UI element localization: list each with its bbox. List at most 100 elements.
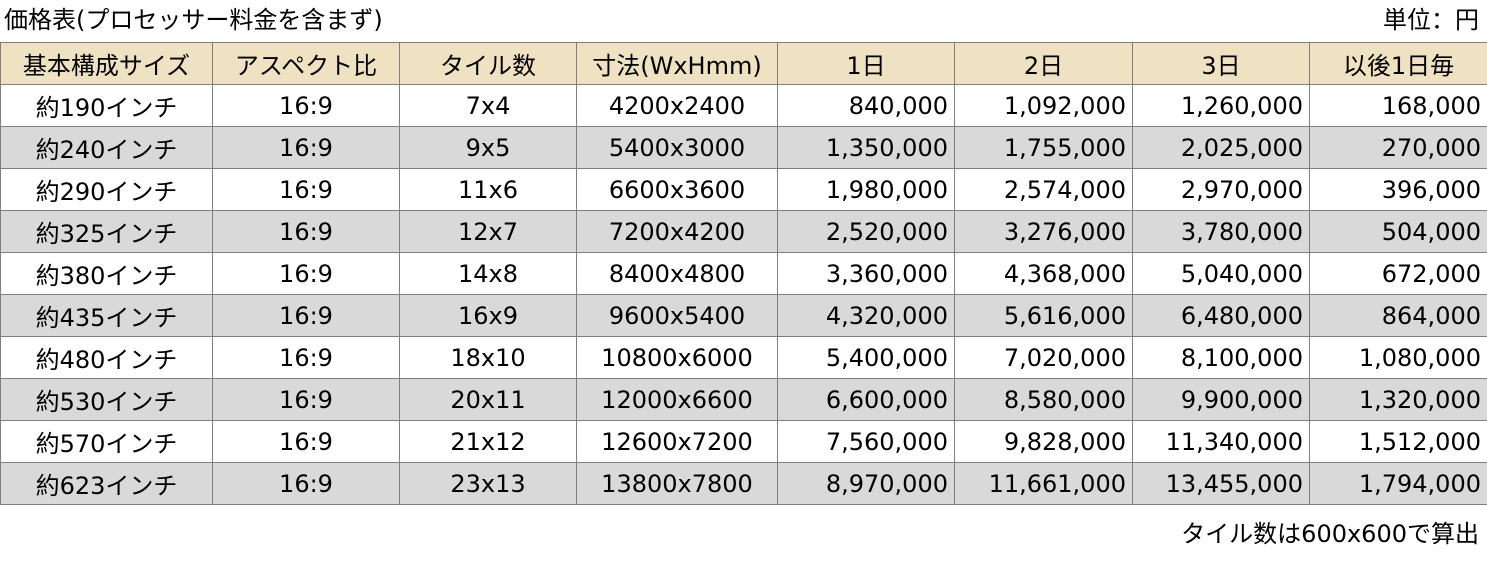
table-row: 約435インチ 16:9 16x9 9600x5400 4,320,000 5,616,0…: [0, 294, 1487, 337]
cell-tiles: 12x7: [399, 210, 577, 253]
cell-dimensions: 12000x6600: [576, 378, 778, 421]
table-row: 約570インチ 16:9 21x12 12600x7200 7,560,000 9,828…: [0, 420, 1487, 463]
cell-dimensions: 4200x2400: [576, 84, 778, 127]
header-day2: 2日: [954, 42, 1133, 85]
cell-dimensions: 10800x6000: [576, 336, 778, 379]
cell-day2: 1,092,000: [954, 84, 1133, 127]
cell-day3: 9,900,000: [1132, 378, 1310, 421]
table-row: 約380インチ 16:9 14x8 8400x4800 3,360,000 4,368,0…: [0, 252, 1487, 295]
cell-tiles: 11x6: [399, 168, 577, 211]
cell-day2: 11,661,000: [954, 462, 1133, 505]
cell-aspect: 16:9: [212, 378, 400, 421]
table-row: 約240インチ 16:9 9x5 5400x3000 1,350,000 1,755,00…: [0, 126, 1487, 169]
header-size: 基本構成サイズ: [0, 42, 213, 85]
table-row: 約325インチ 16:9 12x7 7200x4200 2,520,000 3,276,0…: [0, 210, 1487, 253]
cell-day2: 4,368,000: [954, 252, 1133, 295]
cell-size: 約190インチ: [0, 84, 213, 127]
cell-size: 約325インチ: [0, 210, 213, 253]
cell-day1: 5,400,000: [777, 336, 955, 379]
cell-day1: 1,350,000: [777, 126, 955, 169]
cell-tiles: 14x8: [399, 252, 577, 295]
cell-day1: 8,970,000: [777, 462, 955, 505]
cell-per-day: 504,000: [1309, 210, 1487, 253]
cell-day3: 13,455,000: [1132, 462, 1310, 505]
unit-label: 単位：円: [1383, 6, 1479, 34]
cell-day3: 5,040,000: [1132, 252, 1310, 295]
cell-day2: 2,574,000: [954, 168, 1133, 211]
cell-per-day: 168,000: [1309, 84, 1487, 127]
table-row: 約530インチ 16:9 20x11 12000x6600 6,600,000 8,580…: [0, 378, 1487, 421]
cell-dimensions: 5400x3000: [576, 126, 778, 169]
cell-tiles: 21x12: [399, 420, 577, 463]
cell-aspect: 16:9: [212, 210, 400, 253]
cell-per-day: 1,080,000: [1309, 336, 1487, 379]
cell-dimensions: 12600x7200: [576, 420, 778, 463]
cell-day1: 4,320,000: [777, 294, 955, 337]
cell-size: 約380インチ: [0, 252, 213, 295]
footnote: タイル数は600x600で算出: [1181, 520, 1479, 548]
cell-aspect: 16:9: [212, 294, 400, 337]
cell-aspect: 16:9: [212, 168, 400, 211]
table-row: 約290インチ 16:9 11x6 6600x3600 1,980,000 2,574,0…: [0, 168, 1487, 211]
cell-per-day: 672,000: [1309, 252, 1487, 295]
cell-size: 約290インチ: [0, 168, 213, 211]
cell-aspect: 16:9: [212, 420, 400, 463]
cell-tiles: 23x13: [399, 462, 577, 505]
cell-per-day: 396,000: [1309, 168, 1487, 211]
cell-dimensions: 9600x5400: [576, 294, 778, 337]
cell-per-day: 1,794,000: [1309, 462, 1487, 505]
cell-per-day: 864,000: [1309, 294, 1487, 337]
cell-day3: 8,100,000: [1132, 336, 1310, 379]
table-row: 約623インチ 16:9 23x13 13800x7800 8,970,000 11,66…: [0, 462, 1487, 505]
cell-per-day: 1,512,000: [1309, 420, 1487, 463]
cell-day3: 1,260,000: [1132, 84, 1310, 127]
cell-size: 約530インチ: [0, 378, 213, 421]
cell-day1: 840,000: [777, 84, 955, 127]
cell-dimensions: 7200x4200: [576, 210, 778, 253]
cell-tiles: 7x4: [399, 84, 577, 127]
header-dimensions: 寸法(WxHmm): [576, 42, 778, 85]
cell-tiles: 18x10: [399, 336, 577, 379]
cell-day3: 2,970,000: [1132, 168, 1310, 211]
cell-day1: 3,360,000: [777, 252, 955, 295]
cell-dimensions: 13800x7800: [576, 462, 778, 505]
cell-day3: 2,025,000: [1132, 126, 1310, 169]
cell-day1: 6,600,000: [777, 378, 955, 421]
cell-dimensions: 6600x3600: [576, 168, 778, 211]
cell-day3: 11,340,000: [1132, 420, 1310, 463]
cell-per-day: 1,320,000: [1309, 378, 1487, 421]
header-day1: 1日: [777, 42, 955, 85]
header-aspect: アスペクト比: [212, 42, 400, 85]
cell-day1: 1,980,000: [777, 168, 955, 211]
cell-day2: 1,755,000: [954, 126, 1133, 169]
cell-day2: 3,276,000: [954, 210, 1133, 253]
table-row: 約480インチ 16:9 18x10 10800x6000 5,400,000 7,020…: [0, 336, 1487, 379]
cell-day3: 3,780,000: [1132, 210, 1310, 253]
price-table: 基本構成サイズ アスペクト比 タイル数 寸法(WxHmm) 1日 2日 3日 以…: [0, 42, 1487, 505]
cell-tiles: 16x9: [399, 294, 577, 337]
cell-day3: 6,480,000: [1132, 294, 1310, 337]
cell-size: 約623インチ: [0, 462, 213, 505]
cell-day2: 8,580,000: [954, 378, 1133, 421]
cell-tiles: 9x5: [399, 126, 577, 169]
page-title: 価格表(プロセッサー料金を含まず): [4, 6, 383, 34]
cell-day2: 5,616,000: [954, 294, 1133, 337]
table-row: 約190インチ 16:9 7x4 4200x2400 840,000 1,092,000 1…: [0, 84, 1487, 127]
header-per-day: 以後1日毎: [1309, 42, 1487, 85]
header-day3: 3日: [1132, 42, 1310, 85]
cell-size: 約240インチ: [0, 126, 213, 169]
cell-size: 約570インチ: [0, 420, 213, 463]
cell-aspect: 16:9: [212, 462, 400, 505]
cell-tiles: 20x11: [399, 378, 577, 421]
cell-size: 約435インチ: [0, 294, 213, 337]
cell-day1: 2,520,000: [777, 210, 955, 253]
cell-day1: 7,560,000: [777, 420, 955, 463]
cell-aspect: 16:9: [212, 84, 400, 127]
cell-aspect: 16:9: [212, 126, 400, 169]
cell-aspect: 16:9: [212, 252, 400, 295]
cell-dimensions: 8400x4800: [576, 252, 778, 295]
cell-size: 約480インチ: [0, 336, 213, 379]
cell-per-day: 270,000: [1309, 126, 1487, 169]
table-header-row: 基本構成サイズ アスペクト比 タイル数 寸法(WxHmm) 1日 2日 3日 以…: [0, 42, 1487, 85]
cell-day2: 7,020,000: [954, 336, 1133, 379]
